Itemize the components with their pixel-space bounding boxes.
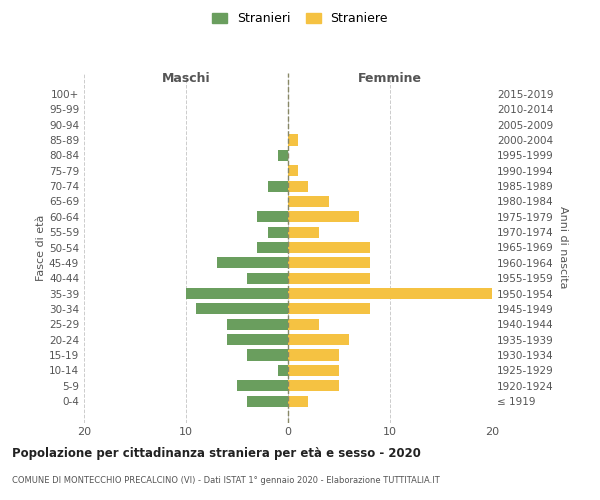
Bar (288, 350, 339, 360)
Bar (288, 396, 308, 406)
Bar (288, 304, 370, 314)
Bar (217, 258, 288, 268)
Bar (288, 212, 359, 222)
Bar (268, 180, 288, 192)
Bar (288, 226, 319, 237)
Bar (186, 288, 288, 299)
Legend: Stranieri, Straniere: Stranieri, Straniere (208, 8, 392, 29)
Y-axis label: Fasce di età: Fasce di età (36, 214, 46, 280)
Bar (268, 226, 288, 237)
Bar (288, 272, 370, 283)
Text: Femmine: Femmine (358, 72, 422, 86)
Text: COMUNE DI MONTECCHIO PRECALCINO (VI) - Dati ISTAT 1° gennaio 2020 - Elaborazione: COMUNE DI MONTECCHIO PRECALCINO (VI) - D… (12, 476, 440, 485)
Bar (288, 258, 370, 268)
Bar (288, 380, 339, 391)
Bar (288, 319, 319, 330)
Bar (278, 150, 288, 161)
Bar (257, 212, 288, 222)
Y-axis label: Anni di nascita: Anni di nascita (557, 206, 568, 288)
Bar (288, 165, 298, 176)
Bar (288, 180, 308, 192)
Bar (227, 319, 288, 330)
Bar (247, 350, 288, 360)
Bar (257, 242, 288, 253)
Bar (247, 396, 288, 406)
Text: Maschi: Maschi (161, 72, 211, 86)
Bar (237, 380, 288, 391)
Bar (196, 304, 288, 314)
Bar (288, 288, 492, 299)
Bar (288, 134, 298, 145)
Bar (288, 242, 370, 253)
Bar (288, 196, 329, 207)
Text: Popolazione per cittadinanza straniera per età e sesso - 2020: Popolazione per cittadinanza straniera p… (12, 448, 421, 460)
Bar (288, 365, 339, 376)
Bar (288, 334, 349, 345)
Bar (227, 334, 288, 345)
Bar (247, 272, 288, 283)
Bar (278, 365, 288, 376)
